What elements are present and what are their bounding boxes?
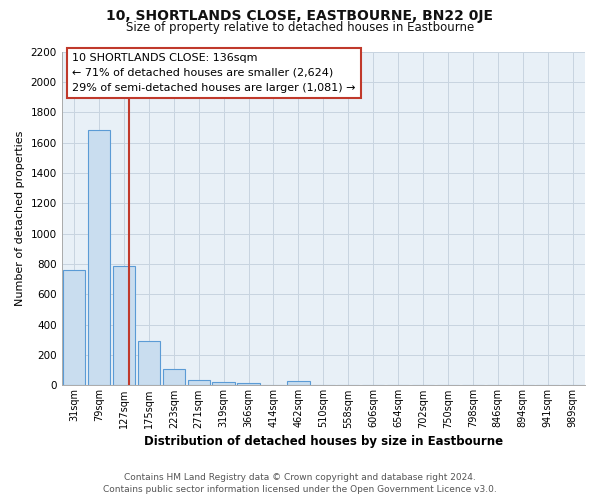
Bar [287, 381, 310, 386]
Bar [212, 382, 235, 386]
Bar [137, 342, 160, 386]
Y-axis label: Number of detached properties: Number of detached properties [15, 131, 25, 306]
Bar [113, 266, 135, 386]
Text: Size of property relative to detached houses in Eastbourne: Size of property relative to detached ho… [126, 22, 474, 35]
Bar [163, 368, 185, 386]
Bar [188, 380, 210, 386]
Bar [63, 270, 85, 386]
Text: Contains HM Land Registry data © Crown copyright and database right 2024.
Contai: Contains HM Land Registry data © Crown c… [103, 472, 497, 494]
X-axis label: Distribution of detached houses by size in Eastbourne: Distribution of detached houses by size … [144, 434, 503, 448]
Text: 10, SHORTLANDS CLOSE, EASTBOURNE, BN22 0JE: 10, SHORTLANDS CLOSE, EASTBOURNE, BN22 0… [107, 9, 493, 23]
Text: 10 SHORTLANDS CLOSE: 136sqm
← 71% of detached houses are smaller (2,624)
29% of : 10 SHORTLANDS CLOSE: 136sqm ← 71% of det… [72, 53, 356, 93]
Bar [88, 130, 110, 386]
Bar [238, 383, 260, 386]
